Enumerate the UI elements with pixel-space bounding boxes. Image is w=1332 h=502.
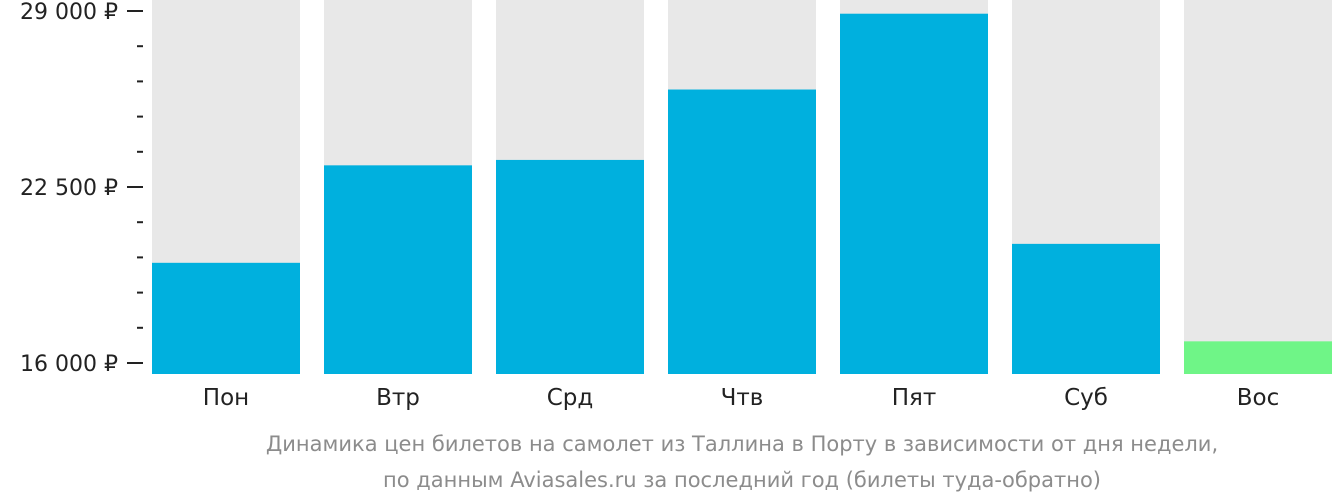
x-tick-label: Срд bbox=[547, 385, 594, 411]
chart-caption-line-1: Динамика цен билетов на самолет из Талли… bbox=[265, 432, 1219, 456]
bar-chart: 16 000 ₽ 22 500 ₽ 29 000 ₽ Пон Втр Срд Чтв Пят… bbox=[20, 0, 1332, 411]
x-tick-label: Чтв bbox=[721, 385, 764, 411]
chart-caption-line-2: по данным Aviasales.ru за последний год … bbox=[383, 468, 1101, 492]
y-tick-label: 29 000 ₽ bbox=[20, 0, 118, 25]
data-bars bbox=[152, 13, 1332, 375]
bar-4[interactable] bbox=[668, 89, 816, 375]
bar-background-7 bbox=[1184, 0, 1332, 374]
y-axis: 16 000 ₽ 22 500 ₽ 29 000 ₽ bbox=[20, 0, 143, 377]
x-tick-label: Вос bbox=[1237, 385, 1280, 411]
x-tick-label: Суб bbox=[1064, 385, 1108, 411]
x-axis-labels: Пон Втр Срд Чтв Пят Суб Вос bbox=[203, 385, 1279, 411]
bar-7[interactable] bbox=[1184, 341, 1332, 374]
bar-2[interactable] bbox=[324, 165, 472, 374]
bar-3[interactable] bbox=[496, 159, 644, 374]
y-tick-label: 22 500 ₽ bbox=[20, 176, 118, 201]
bar-5[interactable] bbox=[840, 13, 988, 374]
x-tick-label: Пят bbox=[892, 385, 937, 411]
bar-1[interactable] bbox=[152, 262, 300, 374]
x-tick-label: Пон bbox=[203, 385, 249, 411]
x-tick-label: Втр bbox=[376, 385, 420, 411]
y-tick-label: 16 000 ₽ bbox=[20, 352, 118, 377]
bar-6[interactable] bbox=[1012, 243, 1160, 374]
